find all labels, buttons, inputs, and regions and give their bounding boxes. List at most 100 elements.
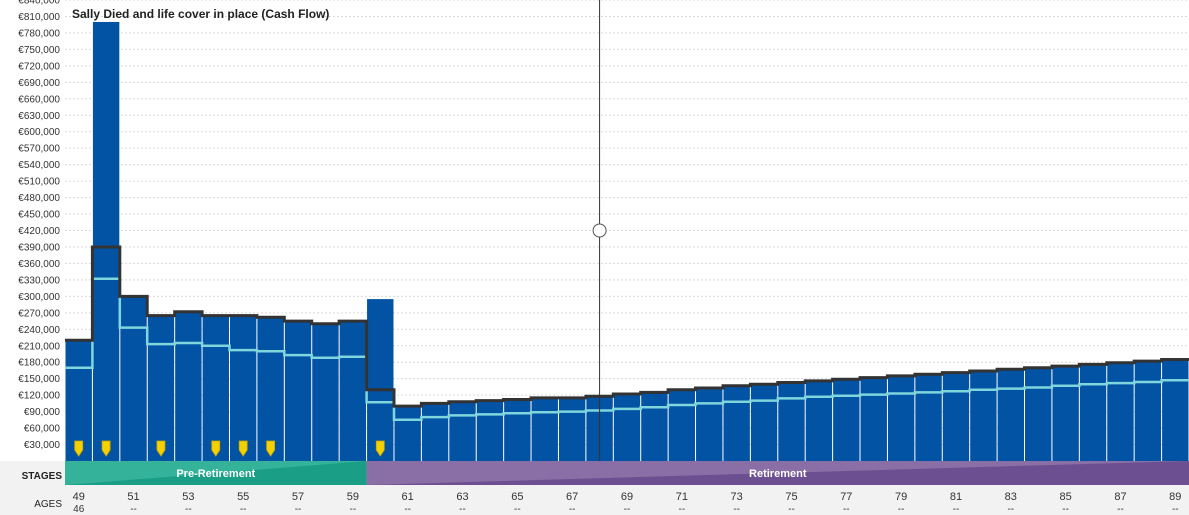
age-sub-label: -- — [1007, 504, 1014, 515]
bar — [668, 389, 696, 461]
dark-step-line — [65, 245, 1189, 408]
bar — [558, 397, 586, 461]
bar — [175, 311, 202, 461]
age-tick-label: 75 — [785, 491, 797, 503]
y-tick-label: €750,000 — [18, 45, 60, 56]
age-tick-label: 81 — [950, 491, 962, 503]
y-tick-label: €840,000 — [18, 0, 60, 7]
bar — [915, 374, 942, 461]
stage-gradient — [65, 461, 367, 485]
y-tick-label: €60,000 — [24, 424, 61, 435]
y-tick-label: €660,000 — [18, 94, 60, 105]
bar — [887, 375, 915, 461]
bar — [504, 399, 531, 461]
y-tick-label: €90,000 — [24, 407, 61, 418]
y-tick-label: €420,000 — [18, 226, 60, 237]
y-tick-label: €270,000 — [18, 308, 60, 319]
y-tick-label: €330,000 — [18, 275, 60, 286]
event-markers — [74, 440, 385, 457]
bar — [613, 394, 641, 461]
age-sub-label: -- — [898, 504, 905, 515]
y-tick-label: €480,000 — [18, 193, 60, 204]
bar — [147, 315, 175, 461]
age-cursor[interactable] — [592, 0, 607, 461]
light-step-series — [65, 277, 1189, 422]
event-marker-icon — [375, 440, 385, 457]
age-sub-label: -- — [240, 504, 247, 515]
age-tick-label: 53 — [182, 491, 194, 503]
bar — [367, 299, 394, 461]
bar — [1162, 359, 1189, 461]
grid-lines — [65, 0, 1189, 446]
age-sub-label: -- — [130, 504, 137, 515]
bar — [339, 321, 367, 461]
age-sub-label: -- — [953, 504, 960, 515]
event-marker-icon — [101, 440, 111, 457]
bar — [1107, 362, 1134, 461]
age-tick-label: 79 — [895, 491, 907, 503]
age-tick-label: 61 — [402, 491, 414, 503]
bar — [202, 315, 229, 461]
age-tick-label: 51 — [127, 491, 139, 503]
event-marker-icon — [238, 440, 248, 457]
age-axis: 494651--53--55--57--59--61--63--65--67--… — [73, 491, 1182, 515]
age-tick-label: 89 — [1169, 491, 1181, 503]
y-tick-label: €390,000 — [18, 242, 60, 253]
bar — [1025, 367, 1052, 461]
stage-label: Retirement — [749, 468, 807, 480]
age-sub-label: -- — [459, 504, 466, 515]
age-sub-label: 46 — [73, 504, 85, 515]
y-tick-label: €810,000 — [18, 12, 60, 23]
stages-label: STAGES — [22, 471, 63, 482]
bar — [449, 401, 476, 461]
light-step-line — [65, 277, 1189, 422]
bar — [1052, 366, 1079, 461]
age-sub-label: -- — [569, 504, 576, 515]
y-tick-label: €780,000 — [18, 28, 60, 39]
age-tick-label: 69 — [621, 491, 633, 503]
bar-series — [65, 21, 1189, 461]
age-sub-label: -- — [514, 504, 521, 515]
age-tick-label: 87 — [1114, 491, 1126, 503]
ages-label: AGES — [34, 499, 62, 510]
stage-segment: Retirement — [366, 461, 1189, 485]
y-tick-label: €570,000 — [18, 144, 60, 155]
age-tick-label: 71 — [676, 491, 688, 503]
age-sub-label: -- — [788, 504, 795, 515]
bar — [257, 317, 284, 461]
y-tick-label: €180,000 — [18, 358, 60, 369]
bar — [860, 377, 887, 461]
bar — [833, 379, 860, 461]
age-sub-label: -- — [295, 504, 302, 515]
y-tick-label: €600,000 — [18, 127, 60, 138]
stage-gradient — [366, 461, 1189, 485]
age-tick-label: 73 — [731, 491, 743, 503]
bar — [229, 315, 257, 461]
y-tick-label: €150,000 — [18, 374, 60, 385]
event-marker-icon — [266, 440, 276, 457]
bar — [284, 321, 312, 461]
y-tick-label: €450,000 — [18, 210, 60, 221]
stages-band: Pre-Retirement Retirement — [65, 461, 1189, 485]
bar — [805, 380, 833, 461]
age-sub-label: -- — [185, 504, 192, 515]
y-tick-label: €720,000 — [18, 61, 60, 72]
y-tick-label: €120,000 — [18, 391, 60, 402]
bar — [421, 403, 449, 461]
bar — [750, 384, 778, 461]
age-sub-label: -- — [678, 504, 685, 515]
bar — [641, 392, 668, 461]
age-tick-label: 57 — [292, 491, 304, 503]
dark-step-series — [65, 245, 1189, 408]
y-tick-label: €510,000 — [18, 177, 60, 188]
age-sub-label: -- — [404, 504, 411, 515]
age-sub-label: -- — [1062, 504, 1069, 515]
stage-segment: Pre-Retirement — [65, 461, 367, 485]
event-marker-icon — [74, 440, 84, 457]
age-sub-label: -- — [733, 504, 740, 515]
bar — [723, 385, 750, 461]
age-sub-label: -- — [843, 504, 850, 515]
age-tick-label: 67 — [566, 491, 578, 503]
